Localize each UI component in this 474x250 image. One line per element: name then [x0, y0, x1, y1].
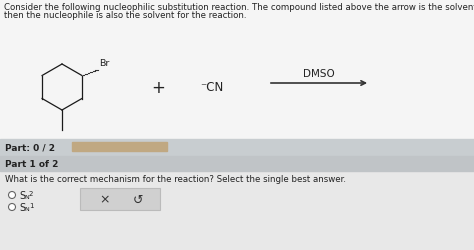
Bar: [0, 156, 474, 171]
Text: +: +: [151, 79, 165, 96]
Bar: [72, 142, 167, 152]
Bar: [80, 188, 160, 210]
Text: ×: ×: [100, 193, 110, 206]
Text: S: S: [19, 190, 25, 200]
Text: DMSO: DMSO: [303, 69, 335, 79]
Text: 1: 1: [29, 203, 34, 209]
Text: Br: Br: [99, 59, 109, 68]
Text: ↺: ↺: [133, 193, 143, 206]
Text: then the nucleophile is also the solvent for the reaction.: then the nucleophile is also the solvent…: [4, 11, 246, 20]
Text: N: N: [25, 194, 29, 199]
Text: Consider the following nucleophilic substitution reaction. The compound listed a: Consider the following nucleophilic subs…: [4, 3, 474, 12]
Circle shape: [9, 204, 16, 211]
Circle shape: [9, 192, 16, 199]
Bar: [0, 140, 474, 156]
Text: Part: 0 / 2: Part: 0 / 2: [5, 144, 55, 152]
Bar: [0, 0, 474, 140]
Text: Part 1 of 2: Part 1 of 2: [5, 159, 58, 168]
Text: N: N: [25, 206, 29, 211]
Text: 2: 2: [29, 191, 33, 197]
Text: S: S: [19, 202, 25, 212]
Bar: [0, 171, 474, 250]
Text: ⁻CN: ⁻CN: [200, 81, 223, 94]
Text: What is the correct mechanism for the reaction? Select the single best answer.: What is the correct mechanism for the re…: [5, 174, 346, 183]
